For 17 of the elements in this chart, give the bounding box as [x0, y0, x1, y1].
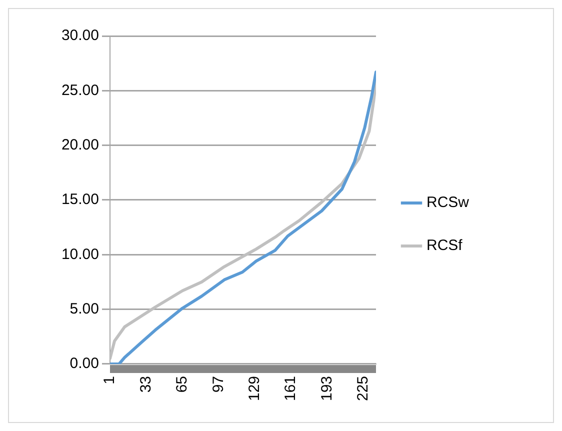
- y-tick-label: 20.00: [61, 136, 99, 154]
- x-tick-label: 161: [282, 376, 300, 402]
- y-tick-label: 30.00: [61, 27, 99, 44]
- y-tick-label: 25.00: [61, 82, 99, 99]
- x-tick-label: 193: [318, 376, 336, 402]
- legend-label: RCSf: [426, 237, 464, 254]
- x-tick-label: 97: [210, 376, 227, 393]
- y-tick-label: 15.00: [61, 191, 99, 208]
- legend-label: RCSw: [426, 194, 470, 212]
- x-tick-label: 129: [246, 376, 264, 402]
- y-tick-label: 5.00: [70, 300, 99, 318]
- y-tick-label: 10.00: [61, 246, 99, 263]
- x-tick-label: 1: [101, 376, 118, 384]
- x-tick-label: 33: [137, 376, 154, 393]
- y-tick-label: 0.00: [70, 355, 99, 372]
- x-tick-label: 225: [354, 376, 372, 402]
- x-tick-label: 65: [174, 376, 191, 393]
